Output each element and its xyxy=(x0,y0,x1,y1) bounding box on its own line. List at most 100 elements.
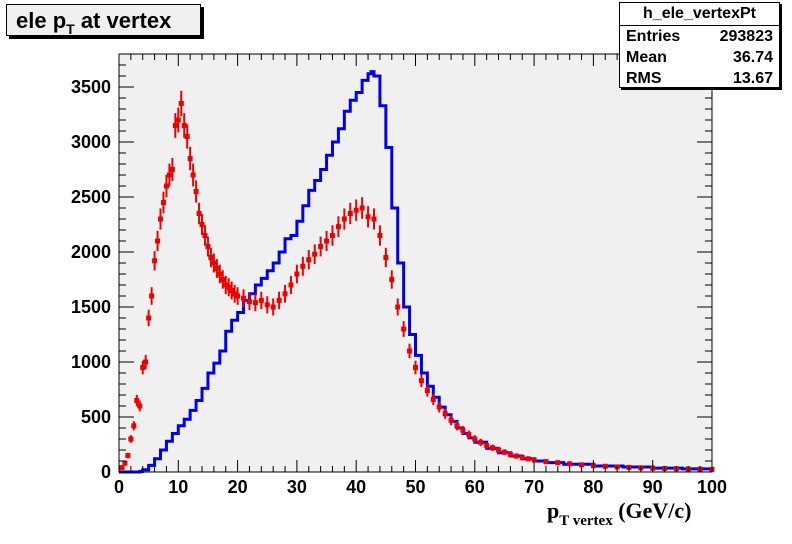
data-point xyxy=(454,423,460,429)
data-point xyxy=(496,447,502,453)
data-point xyxy=(246,299,252,304)
y-tick-label: 1500 xyxy=(71,297,111,317)
data-point xyxy=(252,300,258,306)
data-point xyxy=(359,205,365,211)
stats-value: 293823 xyxy=(719,28,773,45)
data-point xyxy=(211,260,217,266)
data-point xyxy=(466,432,472,438)
data-point xyxy=(377,233,383,238)
data-point xyxy=(122,460,128,466)
data-point xyxy=(448,417,454,423)
data-point xyxy=(235,293,241,299)
y-tick-label: 500 xyxy=(81,407,111,427)
data-point xyxy=(478,439,484,445)
data-point xyxy=(258,297,264,303)
data-point xyxy=(229,288,235,293)
data-point xyxy=(241,295,247,301)
x-axis-label: pT vertex (GeV/c) xyxy=(547,498,692,529)
data-point xyxy=(472,436,478,442)
data-point xyxy=(205,244,211,249)
data-point xyxy=(407,348,413,354)
data-point xyxy=(155,238,161,244)
y-tick-label: 3000 xyxy=(71,132,111,152)
data-point xyxy=(143,359,149,365)
stats-title: h_ele_vertexPt xyxy=(620,3,779,26)
chart-title: ele pT at vertex xyxy=(16,8,172,37)
data-point xyxy=(312,251,318,257)
data-point xyxy=(513,453,519,459)
stats-row-rms: RMS 13.67 xyxy=(620,68,779,89)
x-tick-label: 30 xyxy=(287,477,307,497)
data-point xyxy=(567,461,573,467)
data-point xyxy=(395,304,401,310)
y-tick-label: 3500 xyxy=(71,77,111,97)
data-point xyxy=(149,293,155,299)
data-point xyxy=(353,207,359,213)
y-tick-label: 0 xyxy=(101,462,111,482)
data-point xyxy=(140,365,146,370)
data-point xyxy=(181,123,187,128)
data-point xyxy=(190,172,196,178)
data-point xyxy=(178,101,184,106)
data-point xyxy=(202,233,208,238)
data-point xyxy=(128,436,134,442)
data-point xyxy=(383,255,389,260)
xlabel-subscript: T vertex xyxy=(559,513,613,529)
stats-row-entries: Entries 293823 xyxy=(620,26,779,47)
data-point xyxy=(300,263,306,269)
stats-key: Mean xyxy=(626,49,667,66)
data-point xyxy=(193,189,199,194)
data-point xyxy=(329,233,335,238)
data-point xyxy=(119,465,125,471)
x-tick-label: 0 xyxy=(114,477,124,497)
data-point xyxy=(424,388,430,394)
stats-value: 13.67 xyxy=(732,70,773,87)
title-subscript: T xyxy=(66,21,75,37)
stats-box: h_ele_vertexPt Entries 293823 Mean 36.74… xyxy=(619,2,780,88)
data-point xyxy=(125,453,131,458)
data-point xyxy=(169,167,175,172)
data-point xyxy=(318,244,324,249)
data-point xyxy=(519,455,525,461)
data-point xyxy=(490,445,496,451)
data-point xyxy=(347,211,353,216)
data-point xyxy=(335,224,341,230)
data-point xyxy=(160,200,166,205)
y-tick-label: 2000 xyxy=(71,242,111,262)
data-point xyxy=(531,457,537,463)
data-point xyxy=(371,216,377,222)
data-point xyxy=(223,282,229,288)
data-point xyxy=(288,282,294,288)
x-tick-label: 20 xyxy=(228,477,248,497)
data-point xyxy=(158,216,164,222)
data-point xyxy=(579,462,585,468)
data-point xyxy=(501,449,507,455)
data-point xyxy=(217,271,223,277)
data-point xyxy=(232,291,238,297)
data-point xyxy=(163,183,169,189)
data-point xyxy=(220,277,226,282)
x-tick-label: 60 xyxy=(465,477,485,497)
data-point xyxy=(430,396,436,402)
data-point xyxy=(270,304,276,310)
title-box: ele pT at vertex xyxy=(6,4,201,37)
x-tick-label: 10 xyxy=(168,477,188,497)
title-rest: at vertex xyxy=(74,8,172,33)
data-point xyxy=(166,172,172,178)
y-tick-label: 2500 xyxy=(71,187,111,207)
data-point xyxy=(507,451,513,457)
x-tick-label: 100 xyxy=(697,477,727,497)
data-point xyxy=(196,211,202,216)
data-point xyxy=(341,216,347,222)
data-point xyxy=(460,427,466,433)
data-point xyxy=(306,257,312,263)
x-tick-label: 90 xyxy=(643,477,663,497)
data-point xyxy=(525,456,531,462)
data-point xyxy=(146,315,152,321)
data-point xyxy=(175,117,181,123)
data-point xyxy=(543,459,549,465)
x-tick-label: 40 xyxy=(346,477,366,497)
data-point xyxy=(389,277,395,282)
stats-key: Entries xyxy=(626,28,681,45)
